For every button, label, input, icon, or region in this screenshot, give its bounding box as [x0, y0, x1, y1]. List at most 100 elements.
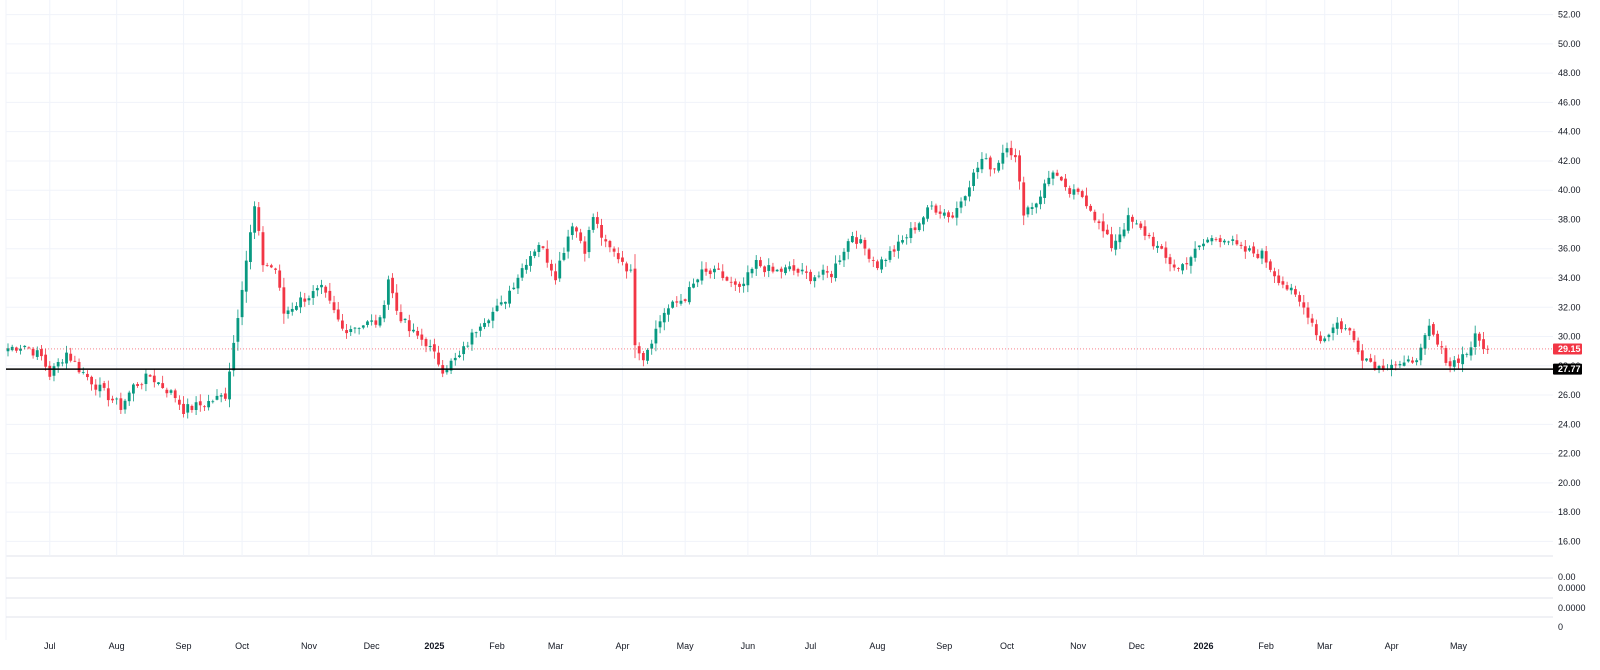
candle: [152, 368, 156, 388]
last-price-label: 29.15: [1558, 344, 1581, 354]
candle: [407, 314, 411, 337]
candle-body: [1473, 333, 1477, 347]
candle-body: [1415, 360, 1419, 363]
candle: [1373, 355, 1377, 371]
time-tick-label: Jul: [805, 641, 817, 651]
candle-body: [169, 390, 173, 393]
candle-body: [1248, 248, 1251, 251]
candle: [449, 358, 453, 375]
candle: [1335, 317, 1339, 335]
candle: [1168, 253, 1172, 272]
time-axis[interactable]: Jul Aug Sep Oct Nov Dec 2025 Feb Mar Apr May Jun Jul…: [44, 641, 1467, 651]
candle: [1222, 238, 1226, 245]
price-tick-label: 44.00: [1558, 127, 1581, 137]
candle-body: [52, 366, 56, 376]
candle: [311, 285, 315, 305]
candle-body: [219, 395, 223, 397]
candle: [821, 264, 825, 281]
candle: [437, 345, 440, 367]
candle-body: [1218, 238, 1222, 242]
candle-body: [1202, 243, 1205, 247]
candle-body: [370, 320, 374, 322]
candle-body: [1110, 234, 1113, 249]
candle: [69, 347, 73, 363]
candle: [1018, 150, 1021, 190]
candle-body: [148, 375, 152, 377]
candle-body: [729, 281, 733, 283]
candle-body: [40, 349, 43, 357]
candle: [203, 405, 206, 412]
candle-body: [1268, 261, 1272, 270]
candle: [892, 245, 896, 257]
candle-body: [679, 300, 683, 304]
candle: [1306, 302, 1310, 325]
candle-body: [1160, 246, 1164, 249]
candle: [976, 161, 980, 179]
candle-body: [896, 241, 900, 251]
candle-body: [182, 403, 185, 414]
candle-body: [424, 339, 428, 347]
candle-body: [1101, 221, 1105, 232]
candle-body: [290, 308, 294, 312]
candle: [474, 331, 478, 338]
candle: [692, 278, 695, 289]
time-tick-label: Jun: [741, 641, 756, 651]
candle-body: [140, 384, 144, 386]
candle-body: [1072, 189, 1076, 195]
candle: [888, 246, 892, 263]
candle: [1314, 319, 1318, 341]
candle: [750, 267, 754, 278]
candle-body: [1482, 339, 1485, 349]
price-tick-label: 40.00: [1558, 185, 1581, 195]
candle: [211, 399, 215, 404]
candle: [913, 221, 917, 234]
candle: [905, 234, 909, 245]
candle: [165, 387, 169, 398]
candle-body: [675, 301, 679, 303]
candle: [1202, 239, 1205, 250]
candle: [157, 382, 160, 386]
candle: [223, 387, 227, 401]
candle: [1151, 232, 1155, 250]
candle-body: [1327, 334, 1331, 338]
candle: [951, 211, 955, 219]
candle-body: [14, 347, 18, 351]
candle-body: [499, 302, 503, 305]
candle: [625, 261, 629, 279]
candle-body: [1461, 354, 1465, 365]
candle: [6, 343, 10, 357]
candle-body: [361, 325, 365, 328]
candle: [662, 308, 666, 331]
candle-body: [1448, 361, 1452, 367]
candle: [968, 180, 971, 202]
candle-body: [671, 301, 675, 308]
candle-body: [1034, 203, 1038, 208]
candle-body: [550, 263, 553, 271]
time-tick-label: Oct: [1000, 641, 1015, 651]
candle-body: [320, 284, 323, 288]
price-tick-label: 20.00: [1558, 478, 1581, 488]
candle: [1139, 221, 1143, 230]
candle: [700, 261, 704, 285]
candle-body: [127, 392, 131, 402]
candle-body: [487, 320, 491, 324]
candle-body: [1059, 176, 1063, 181]
candle-body: [721, 271, 725, 278]
candle-body: [771, 266, 775, 272]
candle-body: [934, 205, 938, 213]
time-tick-label: Aug: [109, 641, 125, 651]
price-levels: [6, 348, 1553, 370]
candle: [1423, 333, 1427, 355]
candle-body: [27, 347, 31, 349]
candle-body: [859, 239, 863, 244]
candle: [19, 344, 22, 355]
candle: [249, 224, 252, 270]
candle: [984, 153, 988, 160]
candle-body: [437, 352, 440, 365]
candle-body: [261, 232, 265, 266]
candle-body: [988, 157, 992, 170]
candle: [604, 234, 608, 248]
time-tick-label: Apr: [615, 641, 629, 651]
candle: [1436, 330, 1439, 347]
